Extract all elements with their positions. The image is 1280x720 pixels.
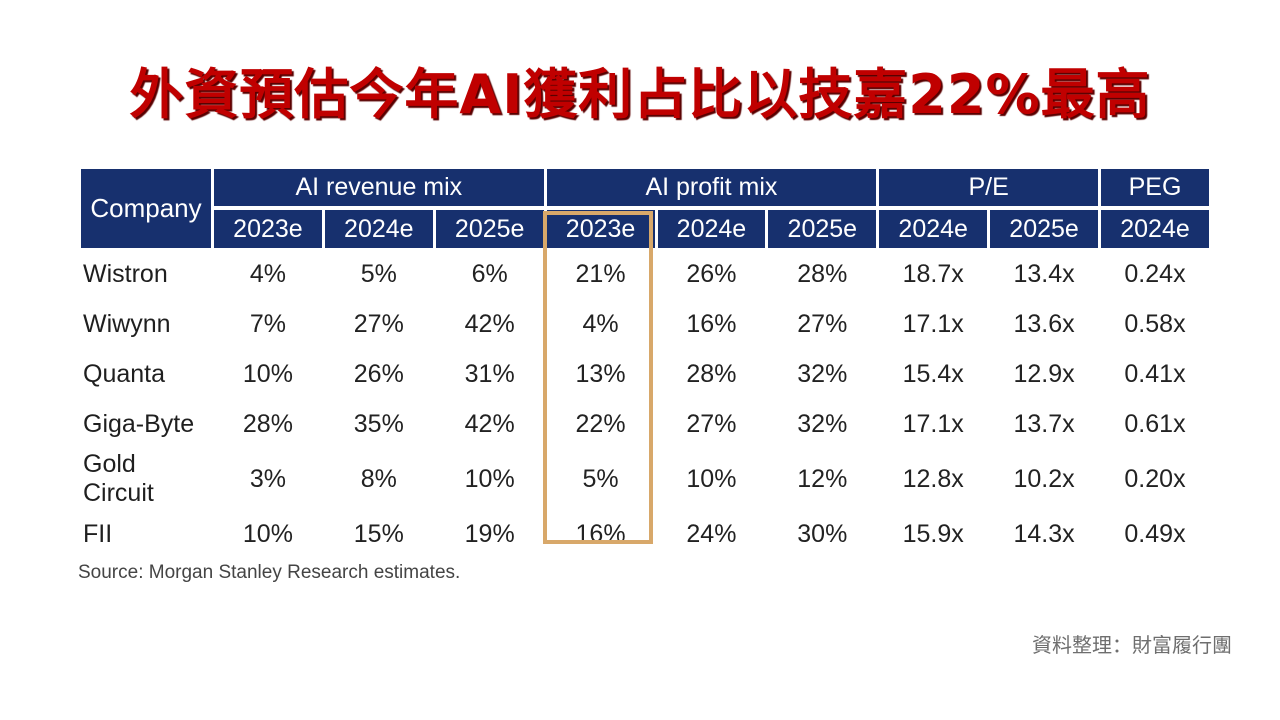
page-title: 外資預估今年AI獲利占比以技嘉22%最高 (129, 63, 1151, 126)
table-cell: 10% (464, 464, 515, 493)
table-cell: 12.8x (902, 464, 964, 493)
year-header: 2025e (435, 210, 544, 248)
ai-mix-table: Company AI revenue mix AI profit mix P/E… (78, 167, 1212, 560)
table-cell: 32% (797, 359, 848, 388)
table-cell: 28% (242, 409, 293, 438)
year-header: 2024e (1101, 210, 1209, 248)
group-header-ai-revenue-mix: AI revenue mix (214, 169, 544, 208)
table-cell: 12.9x (1013, 359, 1075, 388)
source-note: Source: Morgan Stanley Research estimate… (78, 562, 461, 583)
year-header: 2025e (768, 210, 877, 248)
table-cell: 0.58x (1124, 309, 1186, 338)
table-row: Gold Circuit 3% 8% 10% 5% 10% 12% 12.8x … (81, 450, 1209, 508)
table-cell: 22% (575, 409, 626, 438)
table-cell: 15.9x (902, 519, 964, 548)
table-cell: 4% (249, 259, 286, 288)
table-cell: 28% (797, 259, 848, 288)
table-cell: 16% (686, 309, 737, 338)
table-row: Wistron 4% 5% 6% 21% 26% 28% 18.7x 13.4x… (81, 250, 1209, 298)
table-cell: 0.61x (1124, 409, 1186, 438)
year-header: 2024e (324, 210, 433, 248)
group-header-ai-profit-mix: AI profit mix (546, 169, 877, 208)
table-cell: 19% (464, 519, 515, 548)
table-cell: 32% (797, 409, 848, 438)
year-header: 2023e (214, 210, 322, 248)
table-row: Wiwynn 7% 27% 42% 4% 16% 27% 17.1x 13.6x… (81, 300, 1209, 348)
table-cell: 15% (353, 519, 404, 548)
table-cell: 27% (353, 309, 404, 338)
table-cell: 8% (360, 464, 397, 493)
company-name: Wiwynn (83, 309, 171, 338)
group-header-peg: PEG (1101, 169, 1209, 208)
table-cell: 13.4x (1013, 259, 1075, 288)
table-cell: 28% (686, 359, 737, 388)
table-cell: 27% (686, 409, 737, 438)
table-cell: 10% (242, 359, 293, 388)
table-row: FII 10% 15% 19% 16% 24% 30% 15.9x 14.3x … (81, 510, 1209, 558)
table-cell: 13.6x (1013, 309, 1075, 338)
table-cell: 21% (575, 259, 626, 288)
table-cell: 16% (575, 519, 626, 548)
table-cell: 10% (242, 519, 293, 548)
table-cell: 27% (797, 309, 848, 338)
table-cell: 26% (353, 359, 404, 388)
table-cell: 0.24x (1124, 259, 1186, 288)
year-header: 2024e (657, 210, 766, 248)
table-cell: 18.7x (902, 259, 964, 288)
year-header: 2024e (879, 210, 988, 248)
table-cell: 30% (797, 519, 848, 548)
group-header-pe: P/E (879, 169, 1098, 208)
table-cell: 0.49x (1124, 519, 1186, 548)
table-cell: 6% (471, 259, 508, 288)
company-name: Gold Circuit (83, 450, 154, 507)
table-cell: 13% (575, 359, 626, 388)
table-cell: 17.1x (902, 409, 964, 438)
table-row: Quanta 10% 26% 31% 13% 28% 32% 15.4x 12.… (81, 350, 1209, 398)
table-cell: 31% (464, 359, 515, 388)
company-name: Quanta (83, 359, 166, 388)
table-cell: 13.7x (1013, 409, 1075, 438)
company-name: Giga-Byte (83, 409, 195, 438)
table-cell: 17.1x (902, 309, 964, 338)
table-cell: 24% (686, 519, 737, 548)
table-cell: 0.20x (1124, 464, 1186, 493)
table-cell: 0.41x (1124, 359, 1186, 388)
table-row: Giga-Byte 28% 35% 42% 22% 27% 32% 17.1x … (81, 400, 1209, 448)
table-cell: 5% (582, 464, 619, 493)
table-cell: 35% (353, 409, 404, 438)
table-cell: 15.4x (902, 359, 964, 388)
table-cell: 7% (249, 309, 286, 338)
company-name: FII (83, 519, 113, 548)
company-name: Wistron (83, 259, 168, 288)
table-cell: 10.2x (1013, 464, 1075, 493)
table-cell: 12% (797, 464, 848, 493)
table-cell: 14.3x (1013, 519, 1075, 548)
table-cell: 42% (464, 409, 515, 438)
table-cell: 5% (360, 259, 397, 288)
table-cell: 26% (686, 259, 737, 288)
ai-mix-table-container: Company AI revenue mix AI profit mix P/E… (78, 167, 1212, 560)
table-cell: 3% (249, 464, 286, 493)
table-cell: 10% (686, 464, 737, 493)
credit-note: 資料整理：財富履行團 (1032, 633, 1232, 657)
year-header: 2025e (990, 210, 1098, 248)
company-header: Company (81, 169, 211, 248)
year-header: 2023e (546, 210, 655, 248)
table-cell: 42% (464, 309, 515, 338)
table-cell: 4% (582, 309, 619, 338)
